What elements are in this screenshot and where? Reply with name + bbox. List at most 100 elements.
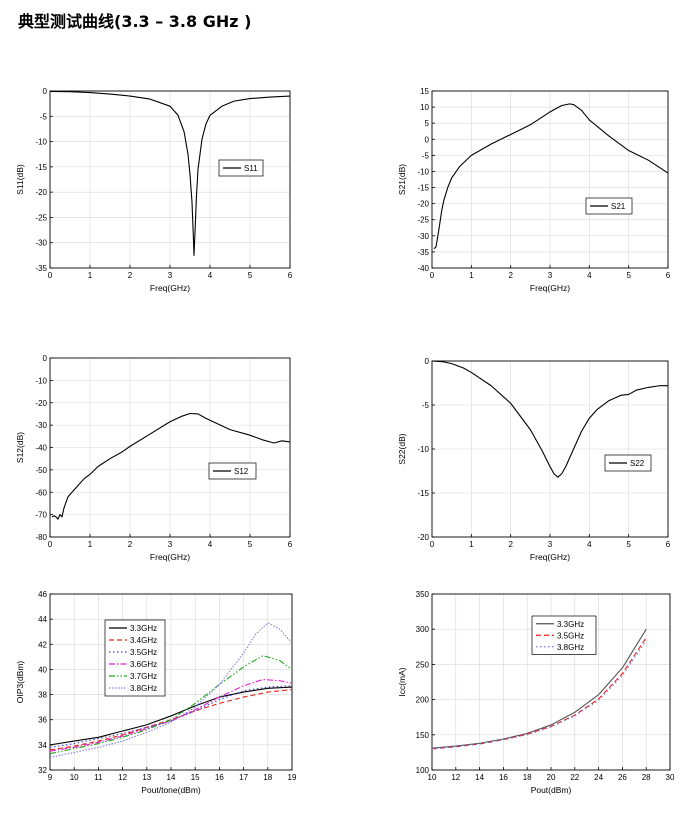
x-tick-label: 0 <box>430 271 435 280</box>
x-tick-label: 10 <box>70 773 79 782</box>
x-tick-label: 16 <box>499 773 508 782</box>
x-tick-label: 1 <box>469 271 474 280</box>
y-tick-label: -10 <box>417 167 429 176</box>
x-tick-label: 2 <box>128 540 133 549</box>
x-tick-label: 14 <box>475 773 484 782</box>
y-axis-label: S11(dB) <box>15 164 25 195</box>
legend-box <box>585 197 633 215</box>
x-tick-label: 1 <box>88 540 93 549</box>
x-tick-label: 19 <box>288 773 297 782</box>
legend-label: 3.5GHz <box>557 631 584 640</box>
x-tick-label: 6 <box>288 271 293 280</box>
y-tick-label: -30 <box>35 239 47 248</box>
y-tick-label: 34 <box>38 741 47 750</box>
x-axis-label: Freq(GHz) <box>530 283 570 293</box>
series-3-7ghz <box>49 655 293 755</box>
series-3-3ghz <box>431 628 647 749</box>
legend-box <box>531 615 597 655</box>
x-tick-label: 2 <box>508 540 513 549</box>
y-tick-label: -20 <box>417 200 429 209</box>
chart-s21: 0 1 2 3 4 5 6 15 10 5 0 -5 -10 -15 -20 -25 -30 -35 -40 Freq… <box>397 87 671 293</box>
legend-label: 3.6GHz <box>130 660 157 669</box>
y-tick-label: 32 <box>38 766 47 775</box>
y-tick-label: 0 <box>425 135 430 144</box>
x-tick-label: 3 <box>548 540 553 549</box>
y-tick-label: 300 <box>416 625 430 634</box>
x-tick-label: 13 <box>142 773 151 782</box>
x-tick-label: 0 <box>48 540 53 549</box>
series-3-6ghz <box>49 678 293 752</box>
y-tick-label: 150 <box>416 731 430 740</box>
y-tick-label: 200 <box>416 696 430 705</box>
series-s21 <box>433 103 669 250</box>
x-tick-label: 5 <box>626 271 631 280</box>
x-tick-label: 6 <box>288 540 293 549</box>
x-tick-label: 4 <box>208 271 213 280</box>
chart-s12: 0 1 2 3 4 5 6 0 -10 -20 -30 -40 -50 -60 -70 -80 Freq(GHz… <box>15 354 293 562</box>
x-tick-label: 17 <box>239 773 248 782</box>
y-tick-label: -30 <box>35 421 47 430</box>
y-tick-label: -20 <box>417 533 429 542</box>
x-tick-label: 1 <box>469 540 474 549</box>
legend-label: 3.3GHz <box>130 624 157 633</box>
legend-label: 3.5GHz <box>130 648 157 657</box>
x-tick-label: 0 <box>48 271 53 280</box>
y-tick-label: 42 <box>38 640 47 649</box>
x-tick-label: 15 <box>191 773 200 782</box>
y-tick-label: -10 <box>35 138 47 147</box>
legend: S12 <box>208 462 257 480</box>
x-tick-label: 12 <box>118 773 127 782</box>
y-tick-label: -35 <box>35 264 47 273</box>
y-tick-label: 350 <box>416 590 430 599</box>
y-axis-label: Icc(mA) <box>397 667 407 696</box>
y-tick-label: 38 <box>38 691 47 700</box>
x-axis-label: Pout(dBm) <box>531 785 572 795</box>
x-tick-label: 4 <box>587 271 592 280</box>
legend: S11 <box>218 159 264 177</box>
x-tick-label: 26 <box>618 773 627 782</box>
series-s12 <box>51 412 291 520</box>
legend: S22 <box>604 454 652 472</box>
x-tick-label: 1 <box>88 271 93 280</box>
legend-box <box>604 454 652 472</box>
series-3-5ghz <box>431 637 647 750</box>
y-tick-label: -10 <box>417 445 429 454</box>
chart-s11: 0 1 2 3 4 5 6 0 -5 -10 -15 -20 -25 -30 -35 Freq(GHz) S11… <box>15 87 293 293</box>
x-tick-label: 0 <box>430 540 435 549</box>
series-s22 <box>431 360 668 478</box>
x-tick-label: 20 <box>547 773 556 782</box>
chart-s22: 0 1 2 3 4 5 6 0 -5 -10 -15 -20 Freq(GHz) S22(dB) S22 <box>397 357 671 562</box>
x-tick-label: 24 <box>594 773 603 782</box>
y-tick-label: 40 <box>38 665 47 674</box>
y-axis-label: S21(dB) <box>397 164 407 195</box>
y-tick-label: -40 <box>35 444 47 453</box>
x-tick-label: 6 <box>666 271 671 280</box>
y-tick-label: 46 <box>38 590 47 599</box>
y-tick-label: -80 <box>35 533 47 542</box>
x-tick-label: 2 <box>128 271 133 280</box>
legend-label: S22 <box>630 459 645 468</box>
y-tick-label: 0 <box>43 354 48 363</box>
chart-icc: 10 12 14 16 18 20 22 24 26 28 30 350 300 250 200 150 100… <box>397 590 675 795</box>
legend: S21 <box>585 197 633 215</box>
y-tick-label: -5 <box>422 401 430 410</box>
x-axis-label: Freq(GHz) <box>150 552 190 562</box>
x-tick-label: 9 <box>48 773 53 782</box>
x-axis-label: Freq(GHz) <box>150 283 190 293</box>
x-tick-label: 30 <box>666 773 675 782</box>
x-tick-label: 3 <box>168 271 173 280</box>
x-tick-label: 3 <box>168 540 173 549</box>
x-axis-label: Freq(GHz) <box>530 552 570 562</box>
legend-label: 3.7GHz <box>130 672 157 681</box>
y-tick-label: 15 <box>420 87 429 96</box>
x-tick-label: 5 <box>248 540 253 549</box>
y-tick-label: 36 <box>38 716 47 725</box>
legend-label: S12 <box>234 467 249 476</box>
y-tick-label: -15 <box>417 184 429 193</box>
y-axis-label: S12(dB) <box>15 432 25 463</box>
y-tick-label: 10 <box>420 103 429 112</box>
x-tick-label: 5 <box>248 271 253 280</box>
series-s11 <box>49 90 291 256</box>
y-tick-label: -5 <box>422 151 430 160</box>
